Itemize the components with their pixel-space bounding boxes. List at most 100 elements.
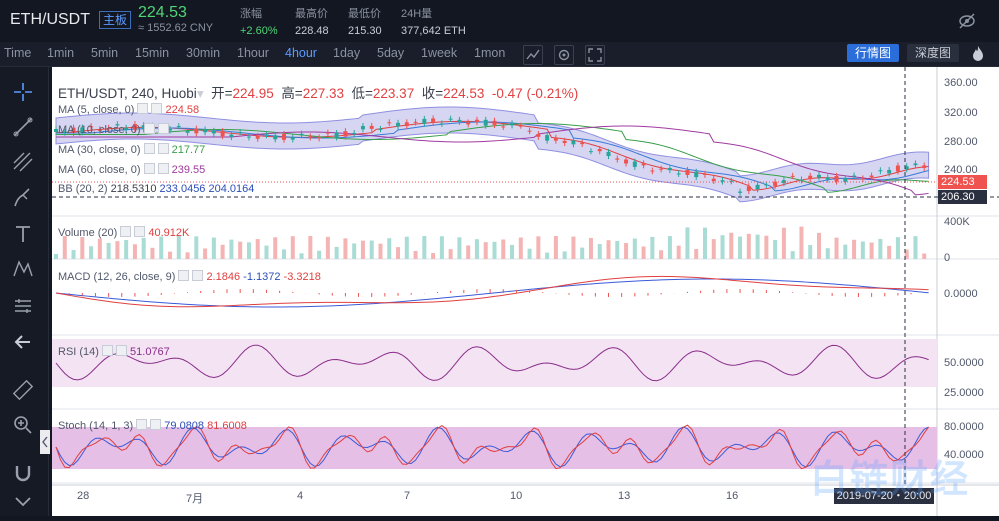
candle-body	[439, 123, 444, 125]
volume-bar	[229, 239, 234, 259]
main-legend: ETH/USDT, 240, Huobi▾ 开=224.95 高=227.33 …	[58, 86, 579, 101]
panel-toggle-icon[interactable]	[40, 430, 50, 454]
volume-bar	[624, 243, 629, 259]
ma60-legend[interactable]: MA (60, close, 0) 239.55	[58, 163, 206, 176]
ma30-legend[interactable]: MA (30, close, 0) 217.77	[58, 143, 206, 156]
zoom-in-icon[interactable]	[10, 412, 36, 438]
ma5-legend[interactable]: MA (5, close, 0) 224.58	[58, 103, 200, 116]
settings-icon[interactable]	[554, 45, 574, 65]
volume-bar	[694, 248, 699, 259]
tf-1week[interactable]: 1week	[421, 46, 458, 60]
chart-area[interactable]	[52, 67, 999, 516]
volume-bar	[299, 253, 304, 259]
candle-body	[580, 142, 585, 145]
market-chart-button[interactable]: 行情图	[847, 44, 899, 62]
volume-bar	[720, 235, 725, 259]
pattern-icon[interactable]	[10, 256, 36, 282]
fullscreen-icon[interactable]	[585, 45, 605, 65]
fib-lines-icon[interactable]	[10, 149, 36, 175]
candle-body	[369, 125, 374, 129]
tf-1mon[interactable]: 1mon	[474, 46, 506, 60]
volume-bar	[562, 251, 567, 259]
volume-bar	[834, 237, 839, 259]
symbol-label[interactable]: ETH/USDT	[10, 11, 90, 28]
depth-chart-button[interactable]: 深度图	[907, 44, 959, 62]
candle-body	[834, 175, 839, 182]
candle-body	[650, 170, 655, 172]
timeframe-toolbar: Time 1min 5min 15min 30min 1hour 4hour 1…	[0, 42, 999, 67]
candle-body	[185, 130, 190, 133]
candle-body	[273, 135, 278, 140]
volume-bar	[168, 251, 173, 259]
ruler-icon[interactable]	[10, 377, 36, 403]
volume-bar	[527, 248, 532, 259]
tf-15min[interactable]: 15min	[135, 46, 170, 60]
volume-bar	[325, 236, 330, 259]
candle-body	[702, 173, 707, 175]
stoch-legend[interactable]: Stoch (14, 1, 3) 79.0808 81.6008	[58, 419, 247, 432]
candle-body	[553, 137, 558, 141]
volume-bar	[571, 236, 576, 259]
candle-body	[808, 175, 813, 180]
candle-body	[895, 165, 900, 172]
tf-5day[interactable]: 5day	[377, 46, 405, 60]
candle-body	[755, 184, 760, 190]
back-arrow-icon[interactable]	[10, 329, 36, 355]
candle-body	[667, 167, 672, 171]
candle-body	[483, 119, 488, 126]
volume-bar	[273, 237, 278, 259]
tf-1day[interactable]: 1day	[333, 46, 361, 60]
volume-bar	[124, 240, 129, 259]
volume-bar	[825, 248, 830, 259]
text-tool-icon[interactable]	[10, 221, 36, 247]
collapse-icon[interactable]	[10, 488, 36, 514]
watermark: 白链财经	[810, 459, 971, 501]
crosshair-icon[interactable]	[10, 79, 36, 105]
volume-bar	[334, 246, 339, 259]
tf-5min[interactable]: 5min	[91, 46, 119, 60]
flame-icon[interactable]	[968, 44, 988, 64]
rsi-legend[interactable]: RSI (14) 51.0767	[58, 345, 170, 358]
candle-body	[448, 118, 453, 120]
tf-time[interactable]: Time	[4, 46, 32, 60]
candle-body	[299, 133, 304, 136]
stoch-d-line	[55, 424, 930, 470]
volume-bar	[922, 253, 927, 259]
volume-bar	[246, 242, 251, 259]
candle-body	[220, 131, 225, 137]
volume-bar	[729, 232, 734, 259]
brush-icon[interactable]	[10, 185, 36, 211]
indicator-icon[interactable]	[523, 45, 543, 65]
measure-icon[interactable]	[10, 293, 36, 319]
volume-bar	[352, 243, 357, 259]
volume-tick: 0	[944, 252, 951, 264]
volume-bar	[553, 236, 558, 259]
volume-bar	[308, 236, 313, 259]
candle-body	[746, 186, 751, 192]
tf-1hour[interactable]: 1hour	[237, 46, 269, 60]
volume-legend[interactable]: Volume (20) 40.912K	[58, 226, 190, 239]
volume-bar	[606, 240, 611, 259]
magnet-icon[interactable]	[10, 460, 36, 486]
candle-body	[659, 168, 664, 170]
hide-icon[interactable]	[957, 11, 977, 31]
candle-body	[878, 170, 883, 172]
macd-legend[interactable]: MACD (12, 26, close, 9) 2.1846 -1.1372 -…	[58, 270, 321, 283]
volume-bar	[746, 233, 751, 259]
volume-bar	[176, 236, 181, 259]
stat-high: 最高价 228.48	[295, 8, 329, 37]
volume-bar	[632, 238, 637, 259]
tf-4hour[interactable]: 4hour	[285, 46, 317, 60]
volume-bar	[790, 251, 795, 259]
ma10-legend[interactable]: MA (10, close, 0)	[58, 123, 169, 136]
tf-30min[interactable]: 30min	[186, 46, 221, 60]
rsi-band	[52, 339, 937, 387]
volume-bar	[360, 240, 365, 259]
tf-1min[interactable]: 1min	[47, 46, 75, 60]
x-label: 4	[297, 490, 304, 502]
candle-body	[168, 128, 173, 131]
bb-legend[interactable]: BB (20, 2) 218.5310 233.0456 204.0164	[58, 183, 255, 195]
trend-line-icon[interactable]	[10, 114, 36, 140]
candle-body	[317, 137, 322, 139]
chart-canvas[interactable]	[52, 67, 999, 516]
